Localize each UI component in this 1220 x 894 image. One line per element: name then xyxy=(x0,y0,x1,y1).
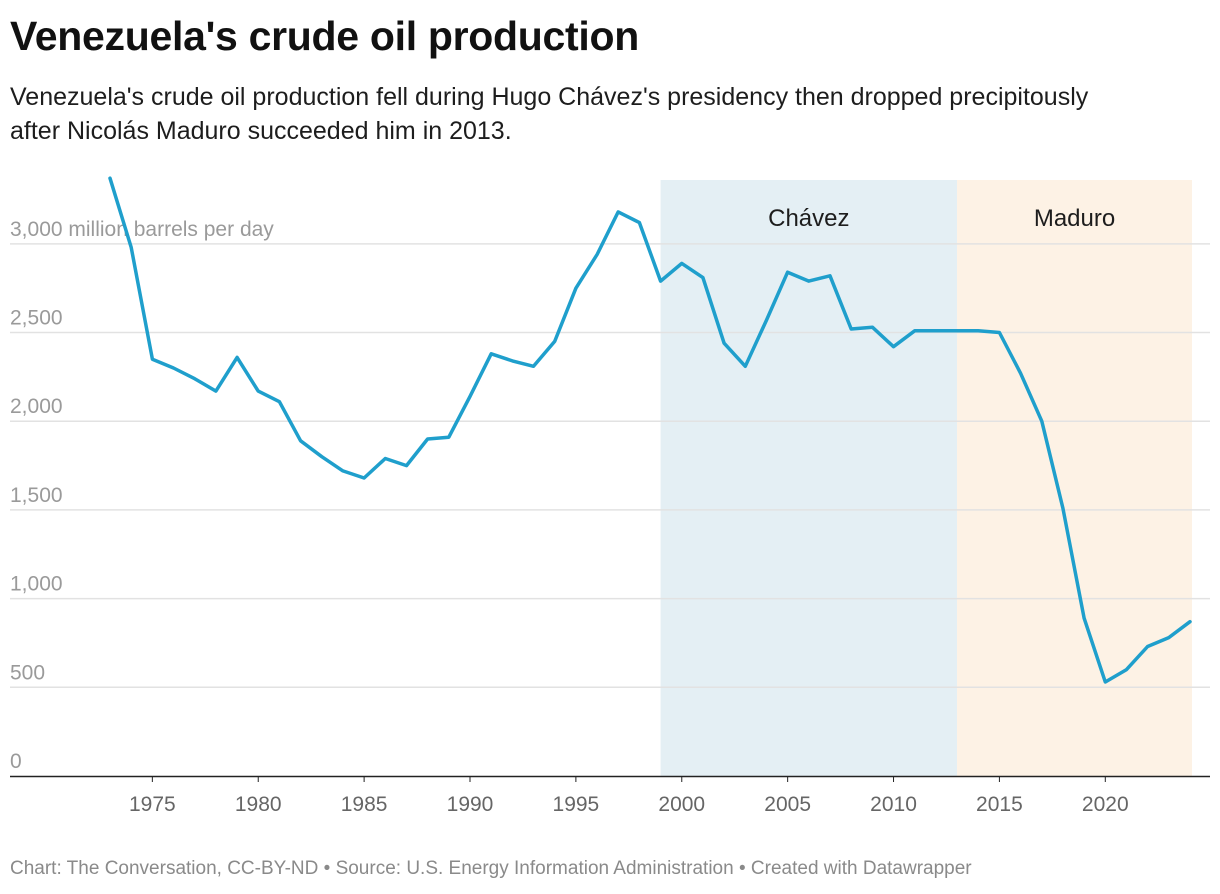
y-tick-label: 2,500 xyxy=(10,307,63,330)
gridlines xyxy=(10,243,1210,689)
credit-text: Chart: The Conversation, CC-BY-ND xyxy=(10,858,319,879)
period-band-maduro xyxy=(957,180,1192,776)
separator-1: • xyxy=(323,858,331,879)
period-labels: Chávez Maduro xyxy=(768,205,1115,232)
x-tick-label: 1995 xyxy=(553,793,600,816)
y-tick-label: 3,000 million barrels per day xyxy=(10,218,274,241)
chart-title: Venezuela's crude oil production xyxy=(10,13,639,59)
chart-subtitle: Venezuela's crude oil production fell du… xyxy=(10,83,1089,145)
x-tick-label: 1985 xyxy=(341,793,388,816)
chart-notes: Chart: The Conversation, CC-BY-ND • Sour… xyxy=(10,858,972,880)
y-tick-label: 500 xyxy=(10,661,45,684)
x-tick-label: 2005 xyxy=(764,793,811,816)
x-tick-label: 2015 xyxy=(976,793,1023,816)
x-tick-label: 2010 xyxy=(870,793,917,816)
y-tick-label: 2,000 xyxy=(10,395,63,418)
x-axis-ticks: 1975 1980 1985 1990 1995 2000 2005 2010 2015 2020 xyxy=(129,776,1129,816)
line-chart: Chávez Maduro 0 500 1,000 1,500 2,000 2,500 3,0… xyxy=(10,176,1210,816)
y-tick-label: 0 xyxy=(10,750,22,773)
x-tick-label: 1980 xyxy=(235,793,282,816)
y-tick-label: 1,000 xyxy=(10,573,63,596)
period-label: Chávez xyxy=(768,205,849,232)
series-layer xyxy=(108,176,1192,684)
source-text: Source: U.S. Energy Information Administ… xyxy=(335,858,734,879)
x-tick-label: 1990 xyxy=(447,793,494,816)
period-label: Maduro xyxy=(1034,205,1115,232)
tool-credit: Created with Datawrapper xyxy=(750,858,972,879)
y-tick-label: 1,500 xyxy=(10,484,63,507)
x-tick-label: 2020 xyxy=(1082,793,1129,816)
y-axis-labels: 0 500 1,000 1,500 2,000 2,500 3,000 million ba… xyxy=(10,218,274,773)
separator-2: • xyxy=(738,858,746,879)
series-line xyxy=(108,176,1192,684)
x-tick-label: 1975 xyxy=(129,793,176,816)
x-tick-label: 2000 xyxy=(658,793,705,816)
